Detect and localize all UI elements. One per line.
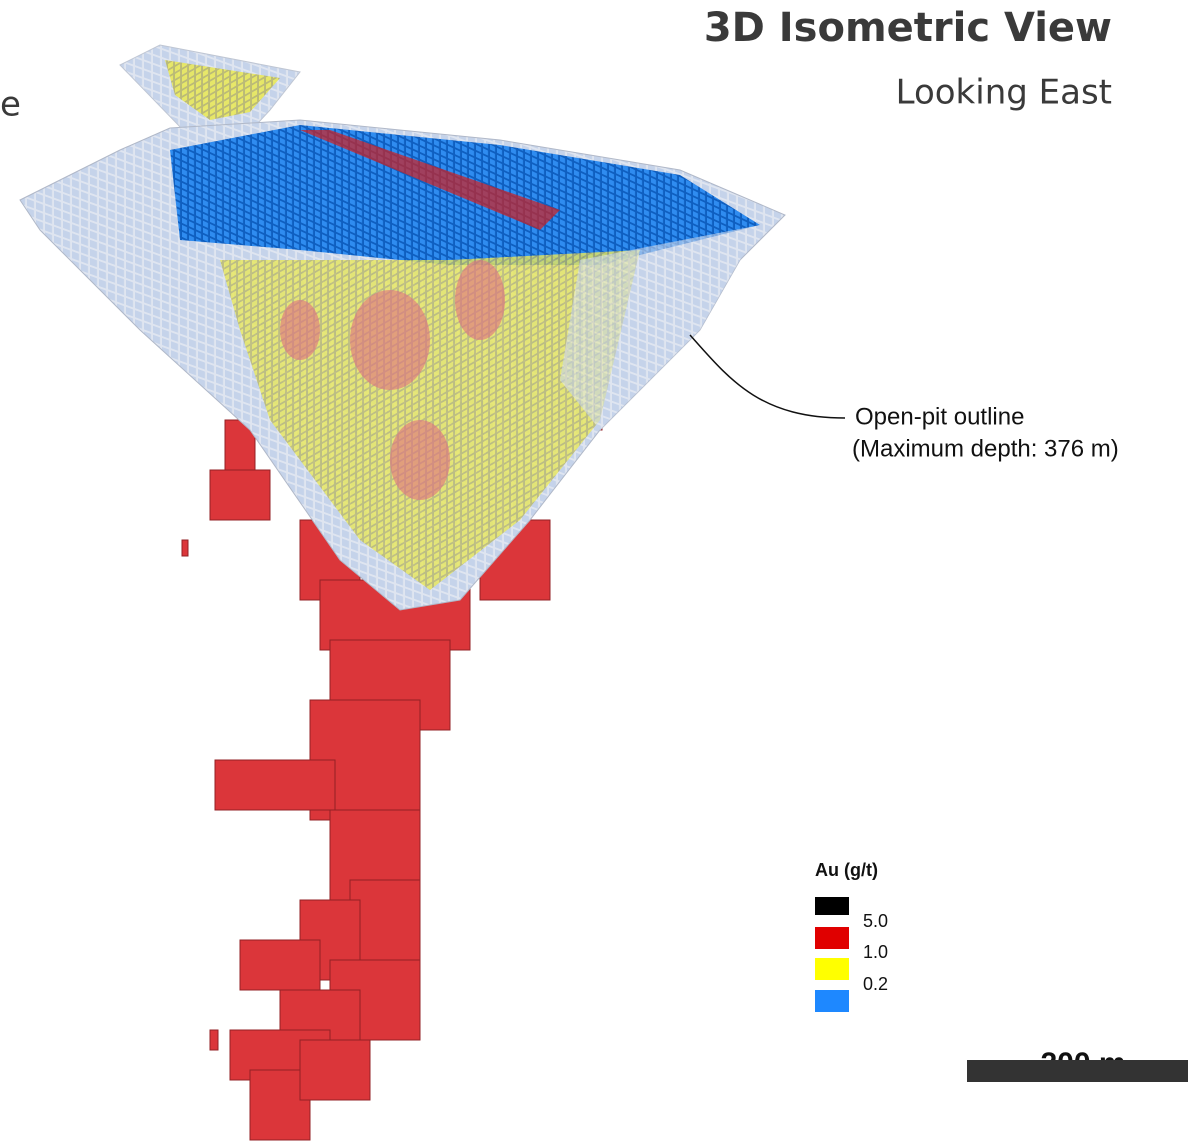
legend-label: 5.0	[863, 911, 888, 931]
edge-letter: e	[0, 85, 21, 125]
legend-swatch	[815, 927, 849, 949]
title: 3D Isometric View	[704, 5, 1112, 51]
pit-yellow-zone	[220, 250, 640, 590]
pit-red-patches	[280, 260, 505, 500]
scale-bar	[967, 1060, 1188, 1082]
leader-line	[689, 334, 846, 419]
legend-swatch	[815, 958, 849, 980]
subtitle: Looking East	[896, 73, 1112, 113]
pit-red-streak	[300, 130, 560, 230]
legend-label: 0.2	[863, 974, 888, 994]
legend-swatch	[815, 990, 849, 1012]
annotation-line1: Open-pit outline	[855, 403, 1024, 430]
legend: 5.0 1.0 0.2	[815, 897, 888, 1012]
legend-swatch	[815, 897, 849, 915]
pit-light-slope	[560, 225, 760, 430]
small-pit-ore	[165, 60, 280, 120]
annotation-line2: (Maximum depth: 376 m)	[852, 435, 1119, 462]
legend-label: 1.0	[863, 942, 888, 962]
legend-title: Au (g/t)	[815, 860, 878, 880]
